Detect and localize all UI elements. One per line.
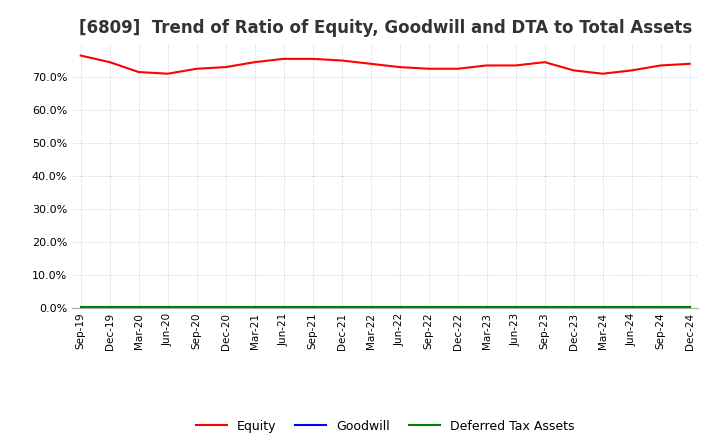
Deferred Tax Assets: [541, 304, 549, 310]
Deferred Tax Assets: [135, 304, 143, 310]
Deferred Tax Assets: [105, 304, 114, 310]
Deferred Tax Assets: [251, 304, 259, 310]
Deferred Tax Assets: [424, 304, 433, 310]
Equity: [454, 66, 462, 71]
Goodwill: [251, 305, 259, 311]
Equity: [366, 61, 375, 66]
Goodwill: [454, 305, 462, 311]
Equity: [308, 56, 317, 62]
Equity: [105, 59, 114, 65]
Deferred Tax Assets: [366, 304, 375, 310]
Equity: [192, 66, 201, 71]
Goodwill: [366, 305, 375, 311]
Goodwill: [192, 305, 201, 311]
Deferred Tax Assets: [338, 304, 346, 310]
Goodwill: [511, 305, 520, 311]
Goodwill: [685, 305, 694, 311]
Equity: [511, 63, 520, 68]
Equity: [685, 61, 694, 66]
Deferred Tax Assets: [454, 304, 462, 310]
Deferred Tax Assets: [511, 304, 520, 310]
Goodwill: [541, 305, 549, 311]
Equity: [221, 64, 230, 70]
Goodwill: [76, 305, 85, 311]
Equity: [135, 70, 143, 75]
Goodwill: [657, 305, 665, 311]
Deferred Tax Assets: [395, 304, 404, 310]
Goodwill: [570, 305, 578, 311]
Goodwill: [424, 305, 433, 311]
Deferred Tax Assets: [598, 304, 607, 310]
Goodwill: [221, 305, 230, 311]
Title: [6809]  Trend of Ratio of Equity, Goodwill and DTA to Total Assets: [6809] Trend of Ratio of Equity, Goodwil…: [78, 19, 692, 37]
Equity: [627, 68, 636, 73]
Equity: [251, 59, 259, 65]
Deferred Tax Assets: [192, 304, 201, 310]
Goodwill: [395, 305, 404, 311]
Deferred Tax Assets: [76, 304, 85, 310]
Deferred Tax Assets: [221, 304, 230, 310]
Deferred Tax Assets: [482, 304, 491, 310]
Goodwill: [308, 305, 317, 311]
Equity: [482, 63, 491, 68]
Deferred Tax Assets: [570, 304, 578, 310]
Equity: [424, 66, 433, 71]
Equity: [163, 71, 172, 76]
Deferred Tax Assets: [279, 304, 288, 310]
Equity: [76, 53, 85, 58]
Equity: [541, 59, 549, 65]
Equity: [570, 68, 578, 73]
Equity: [338, 58, 346, 63]
Goodwill: [105, 305, 114, 311]
Deferred Tax Assets: [627, 304, 636, 310]
Line: Equity: Equity: [81, 55, 690, 73]
Legend: Equity, Goodwill, Deferred Tax Assets: Equity, Goodwill, Deferred Tax Assets: [191, 414, 580, 437]
Deferred Tax Assets: [163, 304, 172, 310]
Goodwill: [279, 305, 288, 311]
Goodwill: [135, 305, 143, 311]
Goodwill: [482, 305, 491, 311]
Equity: [395, 64, 404, 70]
Equity: [657, 63, 665, 68]
Goodwill: [598, 305, 607, 311]
Deferred Tax Assets: [685, 304, 694, 310]
Equity: [598, 71, 607, 76]
Goodwill: [163, 305, 172, 311]
Goodwill: [338, 305, 346, 311]
Deferred Tax Assets: [657, 304, 665, 310]
Deferred Tax Assets: [308, 304, 317, 310]
Equity: [279, 56, 288, 62]
Goodwill: [627, 305, 636, 311]
